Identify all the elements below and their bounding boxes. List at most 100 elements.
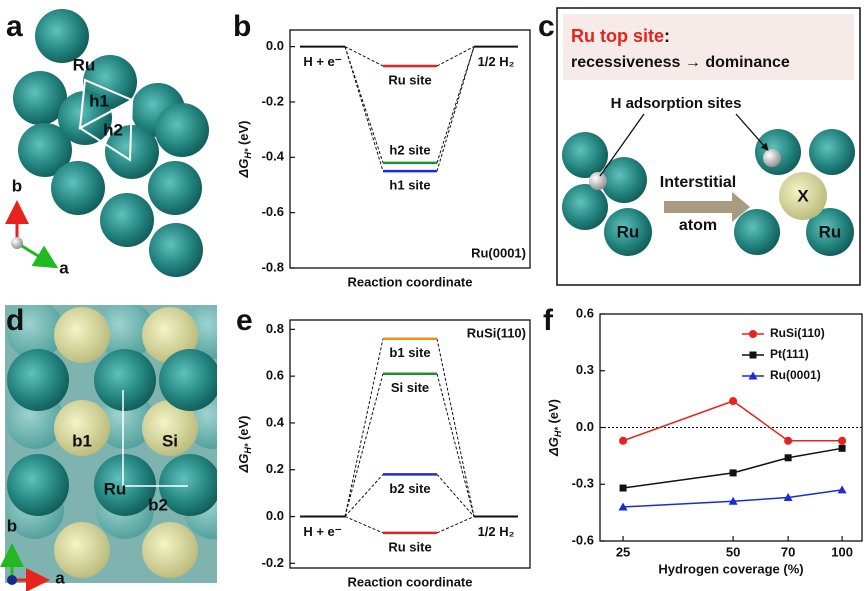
marker [784,454,792,462]
panel-c-subtitle: recessiveness → dominance [571,54,790,71]
site-label: Si [162,431,178,450]
y-tick-label: -0.6 [572,532,594,547]
marker [618,502,628,511]
connector [344,474,384,517]
level-label: b2 site [389,481,430,496]
connector [344,46,384,163]
marker [837,485,847,494]
y-tick-label: -0.3 [572,476,594,491]
y-tick-label: 0.6 [576,305,594,320]
callout-line [735,113,769,151]
connector [344,338,384,517]
axis-label: a [59,258,69,277]
site-triangle [78,78,135,162]
level-label: 1/2 H₂ [478,524,515,539]
annotation: Ru(0001) [471,245,526,260]
legend-label: Pt(111) [770,347,809,361]
connector [436,46,475,172]
callout-line [599,113,645,177]
level-label: b1 site [389,345,430,360]
connector [436,46,475,163]
y-label-symbol: ΔG [236,454,251,474]
series-line [622,447,843,489]
atom-label: Ru [819,222,842,241]
axis-label: b [7,516,17,535]
connector [436,338,475,517]
panel-label: d [6,304,24,337]
atom-label: Ru [73,55,96,74]
connector [436,474,475,517]
panel-label: b [233,10,251,43]
y-label-subscript: H* [553,427,563,437]
y-tick-label: -0.2 [262,93,284,108]
atoms [562,129,855,256]
level-label: Si site [391,380,429,395]
marker [729,397,738,406]
y-tick-label: 0.8 [266,321,284,336]
connector [436,516,475,534]
marker [619,436,628,445]
site-label: h2 [103,120,123,139]
y-tick-label: -0.8 [262,259,284,274]
axis-label: b [12,176,22,195]
level-label: Ru site [388,539,431,554]
connector [344,516,384,534]
site-label: h1 [89,91,109,110]
arrow-label: Interstitial [660,174,736,191]
y-tick-label: 0.3 [576,362,594,377]
y-tick-label: 0.0 [576,419,594,434]
y-axis-label: ΔGH* (eV) [546,399,563,457]
y-tick-label: -0.4 [262,149,285,164]
arrow [664,192,750,222]
plot-frame [599,313,863,542]
y-tick-label: 0.0 [266,508,284,523]
level-label: H + e⁻ [303,524,341,539]
axis-origin [11,237,23,249]
connector [436,46,475,67]
h-atom [763,149,781,167]
y-label-unit: (eV) [546,399,561,427]
y-tick-label: -0.2 [262,555,284,570]
panel-label: e [236,304,253,337]
marker [784,436,793,445]
interstitial-atom [779,172,827,220]
panel-label: a [6,10,23,43]
y-tick-label: 0.4 [266,414,285,429]
x-tick-label: 25 [616,544,630,559]
x-axis-label: Reaction coordinate [348,274,473,289]
x-axis-label: Hydrogen coverage (%) [658,561,803,576]
x-tick-label: 50 [726,544,740,559]
site-label: b2 [148,495,168,514]
level-label: h1 site [389,178,430,193]
panel-d: b1 Si Ru b2 b a d [0,304,217,591]
panel-c-title: Ru top site: [571,26,670,46]
legend-label: RuSi(110) [770,326,825,340]
site-label: Ru [104,479,127,498]
panel-a: a Ru h1 h2 b a [5,9,209,277]
marker [619,484,627,492]
level-label: h2 site [389,142,430,157]
y-axis-label: ΔGH* (eV) [236,415,253,473]
y-tick-label: 0.6 [266,368,284,383]
series-line [623,489,843,508]
marker [749,351,757,359]
plot-frame [289,319,531,569]
connector [436,373,475,517]
axis-origin [7,575,17,585]
y-tick-label: -0.6 [262,204,284,219]
y-label-unit: (eV) [236,120,251,148]
marker [838,436,847,445]
level-label: H + e⁻ [303,54,341,69]
panel-label: f [543,304,554,337]
h-atom [589,172,607,190]
series-line [622,400,843,442]
connector [344,373,384,517]
y-label-symbol: ΔG [236,159,251,179]
y-label-symbol: ΔG [546,437,561,457]
x-tick-label: 70 [781,544,795,559]
lattice [5,305,217,583]
site-label: b1 [72,431,92,450]
legend-label: Ru(0001) [770,368,821,382]
title-text: Ru top site [571,26,664,46]
